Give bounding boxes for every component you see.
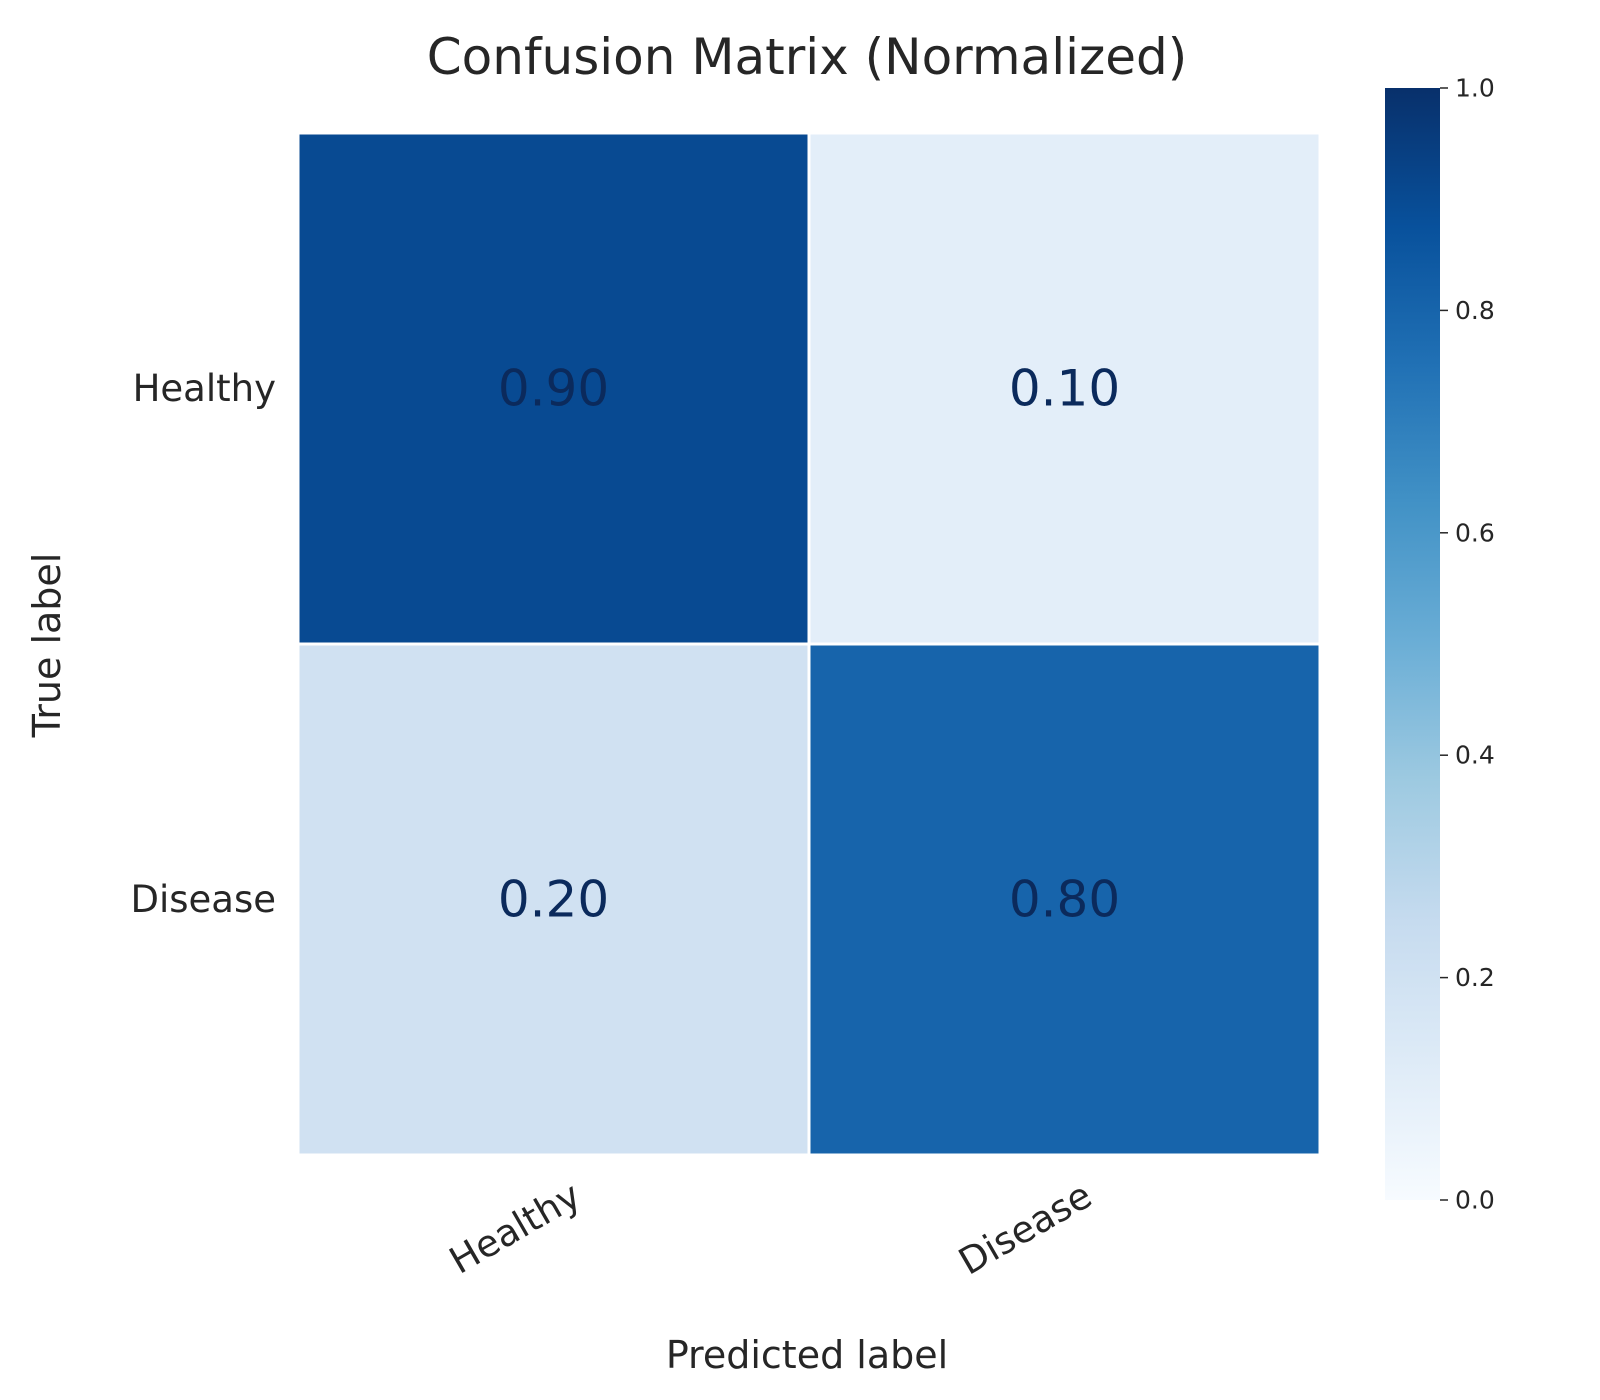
colorbar-tick-label: 1.0 [1455, 74, 1495, 103]
cell-value-label: 0.90 [498, 360, 609, 418]
heatmap-cell [807, 642, 1322, 1157]
y-tick-label: Healthy [133, 367, 276, 410]
cell-value-label: 0.80 [1009, 871, 1120, 929]
x-axis-label: Predicted label [666, 1333, 948, 1377]
heatmap-cell [807, 131, 1322, 646]
colorbar: 0.0 0.2 0.4 0.6 0.8 1.0 [1385, 74, 1495, 1215]
colorbar-tick-label: 0.8 [1455, 296, 1495, 325]
colorbar-tick-label: 0.4 [1455, 741, 1495, 770]
x-tick-label: Disease [951, 1174, 1099, 1284]
x-axis-ticks: Healthy Disease [442, 1174, 1099, 1284]
heatmap-cell-labels: 0.90 0.10 0.20 0.80 [498, 360, 1120, 929]
colorbar-tick-label: 0.0 [1455, 1186, 1495, 1215]
y-axis-ticks: Healthy Disease [130, 367, 276, 921]
y-tick-label: Disease [130, 878, 276, 921]
cell-value-label: 0.10 [1009, 360, 1120, 418]
x-tick-label: Healthy [442, 1174, 588, 1283]
heatmap-cells [296, 131, 1322, 1157]
y-axis-label: True label [25, 553, 69, 739]
colorbar-tick-label: 0.2 [1455, 963, 1495, 992]
heatmap-cell [296, 642, 811, 1157]
colorbar-gradient [1385, 88, 1440, 1200]
colorbar-ticks: 0.0 0.2 0.4 0.6 0.8 1.0 [1440, 74, 1495, 1215]
colorbar-tick-label: 0.6 [1455, 518, 1495, 547]
cell-value-label: 0.20 [498, 871, 609, 929]
heatmap-cell [296, 131, 811, 646]
chart-title: Confusion Matrix (Normalized) [427, 28, 1187, 86]
